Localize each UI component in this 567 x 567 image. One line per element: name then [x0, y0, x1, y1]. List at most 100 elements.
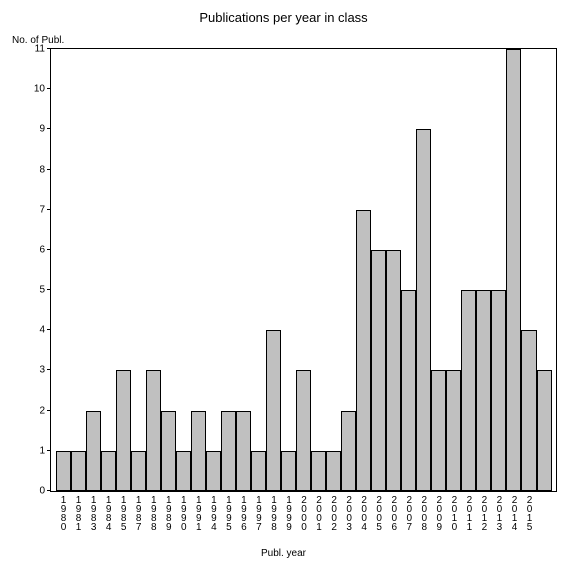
- bar: [101, 451, 116, 491]
- bar-slot: 1983: [86, 49, 101, 491]
- y-tick-label: 7: [39, 204, 45, 215]
- x-tick-label: 2014: [509, 495, 519, 531]
- y-tick: [47, 169, 51, 170]
- bar: [386, 250, 401, 491]
- bar-slot: 2011: [461, 49, 476, 491]
- bar: [401, 290, 416, 491]
- x-tick-label: 1980: [58, 495, 68, 531]
- y-tick: [47, 128, 51, 129]
- bar: [56, 451, 71, 491]
- chart-title: Publications per year in class: [0, 10, 567, 25]
- bar: [131, 451, 146, 491]
- bar-slot: 1988: [146, 49, 161, 491]
- bar: [161, 411, 176, 491]
- y-tick: [47, 369, 51, 370]
- y-tick: [47, 88, 51, 89]
- y-tick-label: 6: [39, 244, 45, 255]
- bar: [146, 370, 161, 491]
- bar-slot: 1999: [281, 49, 296, 491]
- bar: [431, 370, 446, 491]
- bar-slot: 2003: [341, 49, 356, 491]
- bar-slot: 2001: [311, 49, 326, 491]
- bar: [116, 370, 131, 491]
- bar: [266, 330, 281, 491]
- bar-slot: 1991: [191, 49, 206, 491]
- y-tick-label: 2: [39, 405, 45, 416]
- bar-slot: 1995: [221, 49, 236, 491]
- bar: [461, 290, 476, 491]
- bar: [476, 290, 491, 491]
- bar-slot: 2009: [431, 49, 446, 491]
- bar-slot: 1987: [131, 49, 146, 491]
- bar: [251, 451, 266, 491]
- bar-slot: 2013: [491, 49, 506, 491]
- bar: [506, 49, 521, 491]
- bar-slot: [537, 49, 552, 491]
- x-tick-label: 2013: [494, 495, 504, 531]
- bar: [491, 290, 506, 491]
- bar: [356, 210, 371, 491]
- bar: [446, 370, 461, 491]
- x-tick-label: 1987: [133, 495, 143, 531]
- x-tick-label: 2004: [359, 495, 369, 531]
- y-tick-label: 9: [39, 124, 45, 135]
- x-tick-label: 2001: [314, 495, 324, 531]
- bar-slot: 1989: [161, 49, 176, 491]
- chart-container: Publications per year in class No. of Pu…: [0, 0, 567, 567]
- x-tick-label: 2007: [404, 495, 414, 531]
- bar-slot: 2006: [386, 49, 401, 491]
- y-tick: [47, 410, 51, 411]
- x-tick-label: 1997: [253, 495, 263, 531]
- bar: [86, 411, 101, 491]
- bar: [416, 129, 431, 491]
- bar-slot: 2014: [506, 49, 521, 491]
- bar-slot: 2015: [521, 49, 536, 491]
- bar-slot: 2000: [296, 49, 311, 491]
- y-tick-label: 5: [39, 285, 45, 296]
- bar: [236, 411, 251, 491]
- bar: [311, 451, 326, 491]
- bar: [71, 451, 86, 491]
- x-axis-label: Publ. year: [0, 548, 567, 559]
- bar-slot: 2002: [326, 49, 341, 491]
- bar-slot: 2005: [371, 49, 386, 491]
- bar-slot: 1990: [176, 49, 191, 491]
- y-tick-label: 11: [35, 44, 45, 55]
- x-tick-label: 1996: [238, 495, 248, 531]
- bar: [371, 250, 386, 491]
- x-tick-label: 2006: [389, 495, 399, 531]
- bar-slot: 2010: [446, 49, 461, 491]
- bar-slot: 1980: [56, 49, 71, 491]
- x-tick-label: 2000: [299, 495, 309, 531]
- bar-slot: 2008: [416, 49, 431, 491]
- x-tick-label: 1995: [223, 495, 233, 531]
- bar: [341, 411, 356, 491]
- bar-slot: 1981: [71, 49, 86, 491]
- x-tick-label: 1990: [178, 495, 188, 531]
- bar-slot: 1997: [251, 49, 266, 491]
- bar-slot: 1998: [266, 49, 281, 491]
- x-tick-label: 1998: [268, 495, 278, 531]
- bar: [281, 451, 296, 491]
- y-tick: [47, 329, 51, 330]
- x-tick-label: 1981: [73, 495, 83, 531]
- y-tick: [47, 490, 51, 491]
- y-tick: [47, 48, 51, 49]
- bar-slot: 2007: [401, 49, 416, 491]
- bar: [176, 451, 191, 491]
- x-tick-label: 2011: [464, 495, 474, 531]
- x-tick-label: 1988: [148, 495, 158, 531]
- y-tick-label: 0: [39, 486, 45, 497]
- y-tick: [47, 289, 51, 290]
- plot-area: 1980198119831984198519871988198919901991…: [50, 48, 557, 492]
- bar-slot: 2012: [476, 49, 491, 491]
- bar-slot: 1985: [116, 49, 131, 491]
- x-tick-label: 2008: [419, 495, 429, 531]
- y-tick-label: 3: [39, 365, 45, 376]
- y-tick: [47, 249, 51, 250]
- x-tick-label: 1985: [118, 495, 128, 531]
- y-tick: [47, 450, 51, 451]
- x-tick-label: 2003: [344, 495, 354, 531]
- y-tick: [47, 209, 51, 210]
- bar-slot: 1996: [236, 49, 251, 491]
